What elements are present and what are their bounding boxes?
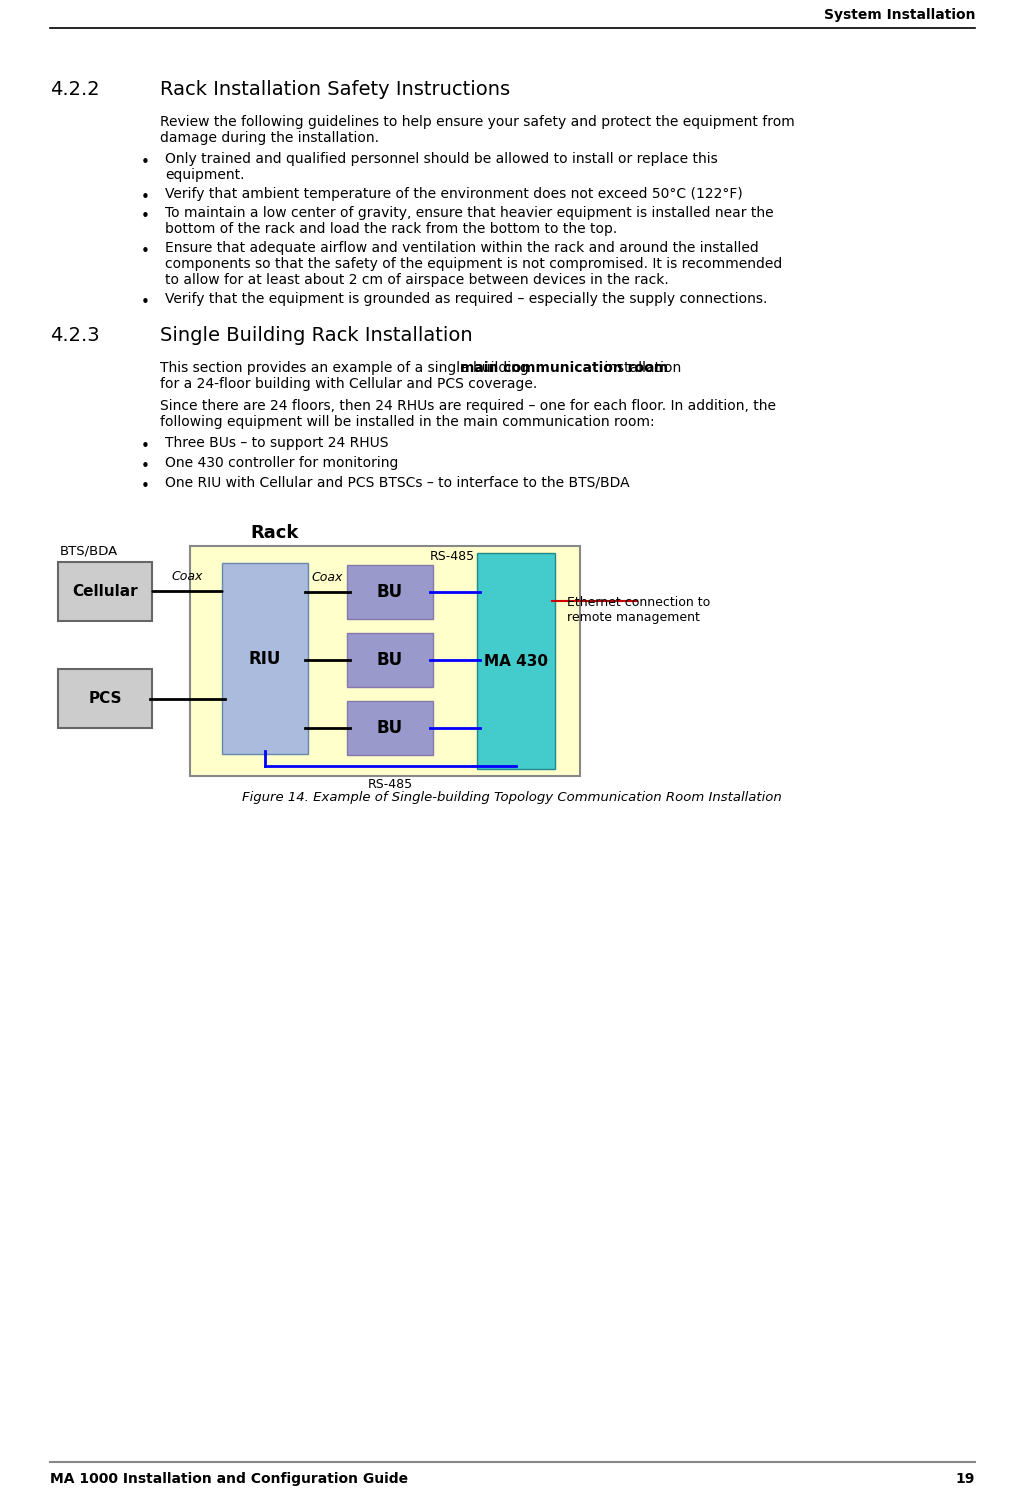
FancyBboxPatch shape (347, 701, 433, 754)
Text: Ensure that adequate airflow and ventilation within the rack and around the inst: Ensure that adequate airflow and ventila… (165, 241, 758, 254)
Text: Single Building Rack Installation: Single Building Rack Installation (160, 326, 473, 344)
Text: components so that the safety of the equipment is not compromised. It is recomme: components so that the safety of the equ… (165, 257, 782, 271)
Text: Coax: Coax (312, 570, 343, 584)
Text: Only trained and qualified personnel should be allowed to install or replace thi: Only trained and qualified personnel sho… (165, 153, 717, 166)
Text: To maintain a low center of gravity, ensure that heavier equipment is installed : To maintain a low center of gravity, ens… (165, 207, 774, 220)
Text: MA 430: MA 430 (484, 654, 548, 669)
Text: RS-485: RS-485 (430, 549, 476, 563)
Text: •: • (140, 479, 150, 494)
Text: installation: installation (600, 361, 682, 376)
Text: Figure 14. Example of Single-building Topology Communication Room Installation: Figure 14. Example of Single-building To… (242, 790, 782, 804)
Text: following equipment will be installed in the main communication room:: following equipment will be installed in… (160, 415, 655, 430)
Text: •: • (140, 244, 150, 259)
Text: This section provides an example of a single building: This section provides an example of a si… (160, 361, 533, 376)
Text: Review the following guidelines to help ensure your safety and protect the equip: Review the following guidelines to help … (160, 115, 794, 129)
Text: Cellular: Cellular (72, 584, 137, 599)
Text: PCS: PCS (88, 692, 122, 707)
FancyBboxPatch shape (58, 561, 152, 621)
Text: •: • (140, 295, 150, 310)
Text: Rack Installation Safety Instructions: Rack Installation Safety Instructions (160, 79, 510, 99)
FancyBboxPatch shape (477, 552, 555, 769)
Text: Ethernet connection to
remote management: Ethernet connection to remote management (567, 596, 710, 624)
Text: 4.2.2: 4.2.2 (50, 79, 99, 99)
Text: One 430 controller for monitoring: One 430 controller for monitoring (165, 457, 399, 470)
Text: 4.2.3: 4.2.3 (50, 326, 99, 344)
Text: BU: BU (377, 582, 403, 600)
Text: BU: BU (377, 651, 403, 669)
FancyBboxPatch shape (58, 669, 152, 728)
Text: for a 24-floor building with Cellular and PCS coverage.: for a 24-floor building with Cellular an… (160, 377, 537, 391)
Text: One RIU with Cellular and PCS BTSCs – to interface to the BTS/BDA: One RIU with Cellular and PCS BTSCs – to… (165, 476, 629, 490)
Text: damage during the installation.: damage during the installation. (160, 132, 379, 145)
Bar (190, 546, 580, 775)
Text: MA 1000 Installation and Configuration Guide: MA 1000 Installation and Configuration G… (50, 1472, 408, 1487)
Text: •: • (140, 190, 150, 205)
Text: Rack: Rack (250, 524, 298, 542)
FancyBboxPatch shape (347, 633, 433, 687)
Text: •: • (140, 156, 150, 171)
Text: to allow for at least about 2 cm of airspace between devices in the rack.: to allow for at least about 2 cm of airs… (165, 272, 668, 287)
Text: Coax: Coax (172, 570, 203, 584)
Text: equipment.: equipment. (165, 168, 245, 183)
Text: Since there are 24 floors, then 24 RHUs are required – one for each floor. In ad: Since there are 24 floors, then 24 RHUs … (160, 400, 776, 413)
Text: Verify that ambient temperature of the environment does not exceed 50°C (122°F): Verify that ambient temperature of the e… (165, 187, 743, 201)
Text: BU: BU (377, 719, 403, 737)
FancyBboxPatch shape (347, 564, 433, 618)
Text: BTS/BDA: BTS/BDA (60, 543, 118, 557)
Text: •: • (140, 439, 150, 454)
Text: •: • (140, 460, 150, 475)
Text: RS-485: RS-485 (368, 778, 413, 790)
Text: RIU: RIU (249, 650, 281, 668)
Text: bottom of the rack and load the rack from the bottom to the top.: bottom of the rack and load the rack fro… (165, 222, 617, 237)
Text: Three BUs – to support 24 RHUS: Three BUs – to support 24 RHUS (165, 436, 388, 451)
Text: System Installation: System Installation (823, 7, 975, 22)
Text: •: • (140, 210, 150, 225)
Text: main communication room: main communication room (459, 361, 668, 376)
Text: 19: 19 (955, 1472, 975, 1487)
FancyBboxPatch shape (222, 563, 308, 754)
Text: Verify that the equipment is grounded as required – especially the supply connec: Verify that the equipment is grounded as… (165, 292, 768, 305)
